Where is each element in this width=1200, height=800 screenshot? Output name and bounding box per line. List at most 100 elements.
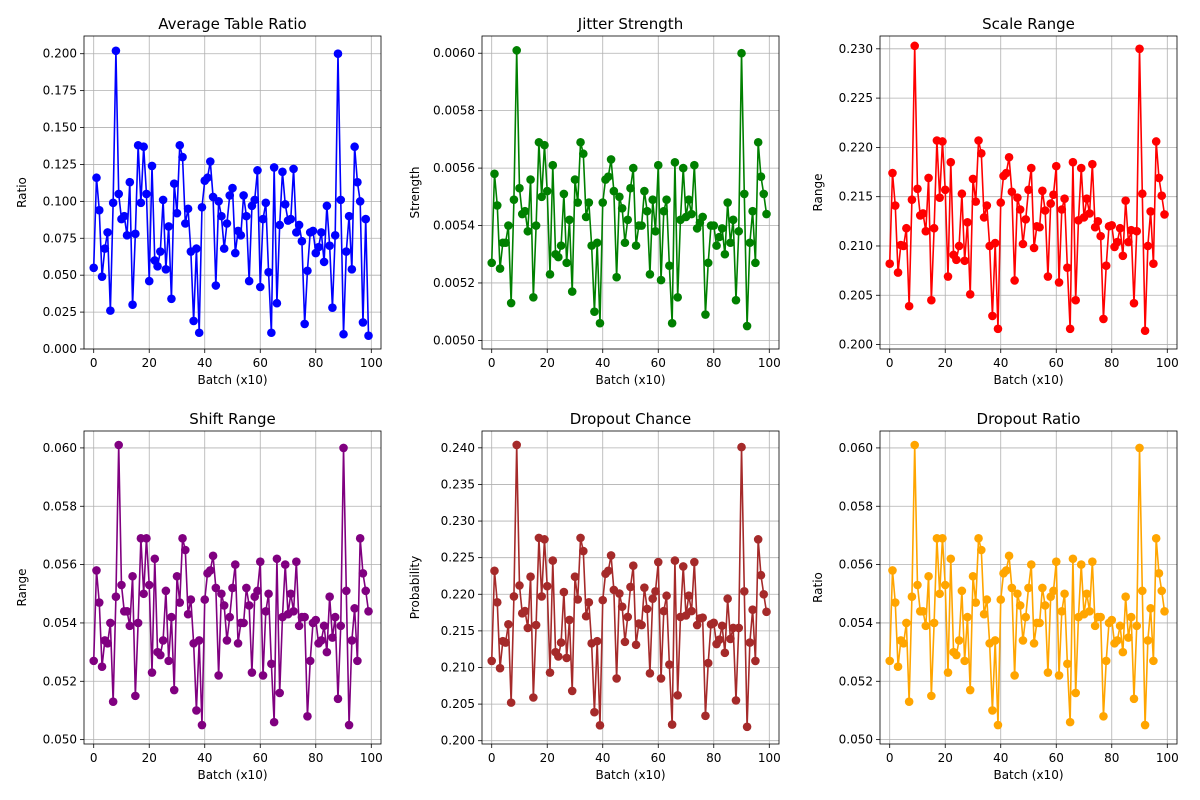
data-point bbox=[656, 674, 666, 683]
data-point bbox=[565, 215, 574, 225]
data-point bbox=[339, 443, 348, 453]
data-point bbox=[108, 697, 118, 707]
chart-panel-0: 0 20 40 60 80 100 0.000 0.025 0.050 0.075 0.100 0.1… bbox=[15, 15, 383, 387]
data-point bbox=[531, 620, 541, 630]
data-point bbox=[294, 220, 304, 230]
data-point bbox=[194, 636, 204, 645]
data-point bbox=[935, 193, 944, 202]
data-point bbox=[1146, 207, 1155, 216]
y-tick-label: 0.200 bbox=[441, 734, 475, 748]
data-point bbox=[924, 173, 933, 183]
data-point bbox=[122, 606, 132, 616]
data-point bbox=[267, 659, 276, 669]
y-tick-label: 0.225 bbox=[441, 551, 475, 565]
data-point bbox=[286, 214, 296, 224]
data-point bbox=[322, 201, 332, 211]
data-point bbox=[305, 656, 315, 666]
data-point bbox=[1146, 604, 1155, 613]
data-point bbox=[542, 581, 552, 591]
data-point bbox=[615, 589, 624, 598]
data-point bbox=[183, 609, 193, 619]
data-point bbox=[899, 241, 908, 251]
data-point bbox=[954, 241, 964, 251]
data-point bbox=[520, 606, 530, 616]
data-point bbox=[330, 612, 340, 622]
data-point bbox=[211, 281, 221, 290]
data-point bbox=[228, 583, 237, 593]
data-point bbox=[144, 580, 154, 590]
data-point bbox=[717, 621, 727, 631]
data-point bbox=[111, 46, 121, 56]
x-tick-label: 100 bbox=[1156, 356, 1179, 370]
data-point bbox=[111, 592, 121, 601]
data-point bbox=[1121, 196, 1130, 205]
data-point bbox=[103, 228, 112, 237]
data-point bbox=[169, 179, 179, 188]
x-axis-label: Batch (x10) bbox=[993, 768, 1063, 782]
data-point bbox=[175, 140, 185, 150]
x-axis-label: Batch (x10) bbox=[595, 373, 665, 387]
data-point bbox=[990, 238, 1000, 248]
data-point bbox=[106, 306, 115, 315]
data-point bbox=[225, 191, 235, 200]
data-point bbox=[1007, 583, 1017, 593]
data-point bbox=[239, 191, 248, 200]
data-point bbox=[1088, 557, 1097, 566]
x-tick-label: 100 bbox=[360, 356, 383, 370]
y-tick-label: 0.050 bbox=[839, 733, 873, 747]
data-point bbox=[1151, 137, 1161, 146]
data-point bbox=[723, 594, 732, 603]
data-point bbox=[648, 195, 658, 204]
data-point bbox=[631, 640, 641, 650]
data-point bbox=[339, 329, 348, 339]
data-point bbox=[921, 621, 931, 631]
data-point bbox=[899, 639, 908, 648]
data-point bbox=[1149, 259, 1158, 269]
data-point bbox=[584, 598, 594, 607]
data-point bbox=[208, 551, 218, 561]
data-point bbox=[720, 648, 730, 658]
data-point bbox=[703, 258, 713, 268]
data-point bbox=[114, 189, 123, 199]
data-point bbox=[244, 276, 254, 286]
data-point bbox=[1118, 251, 1128, 261]
y-tick-label: 0.205 bbox=[839, 288, 873, 302]
data-point bbox=[620, 238, 630, 248]
data-point bbox=[888, 566, 897, 575]
data-point bbox=[325, 241, 334, 250]
data-point bbox=[531, 221, 541, 230]
y-tick-label: 0.210 bbox=[441, 660, 475, 674]
data-point bbox=[222, 219, 232, 228]
data-point bbox=[167, 294, 176, 304]
data-point bbox=[740, 189, 749, 199]
data-point bbox=[255, 282, 265, 292]
data-point bbox=[690, 160, 699, 170]
data-point bbox=[988, 706, 997, 715]
data-point bbox=[214, 197, 223, 206]
data-point bbox=[684, 591, 694, 601]
x-tick-label: 80 bbox=[706, 751, 721, 765]
y-tick-label: 0.215 bbox=[441, 624, 475, 638]
chart-title: Dropout Chance bbox=[570, 410, 692, 428]
y-tick-label: 0.058 bbox=[839, 499, 873, 513]
data-point bbox=[1101, 261, 1111, 270]
data-point bbox=[492, 201, 502, 210]
data-point bbox=[756, 570, 766, 580]
data-point bbox=[687, 209, 696, 219]
data-point bbox=[186, 595, 196, 604]
data-point bbox=[1135, 44, 1144, 54]
data-point bbox=[156, 650, 165, 660]
y-axis-label: Ratio bbox=[811, 572, 825, 603]
x-tick-label: 60 bbox=[1049, 356, 1064, 370]
data-point bbox=[361, 214, 371, 224]
data-point bbox=[278, 167, 287, 177]
y-axis-label: Ratio bbox=[15, 177, 29, 208]
y-tick-label: 0.054 bbox=[43, 616, 77, 630]
data-point bbox=[1157, 586, 1167, 596]
x-tick-label: 80 bbox=[1104, 751, 1119, 765]
data-point bbox=[745, 638, 755, 647]
data-point bbox=[637, 620, 646, 630]
data-point bbox=[142, 534, 151, 543]
data-point bbox=[728, 215, 738, 225]
data-point bbox=[1151, 534, 1161, 543]
